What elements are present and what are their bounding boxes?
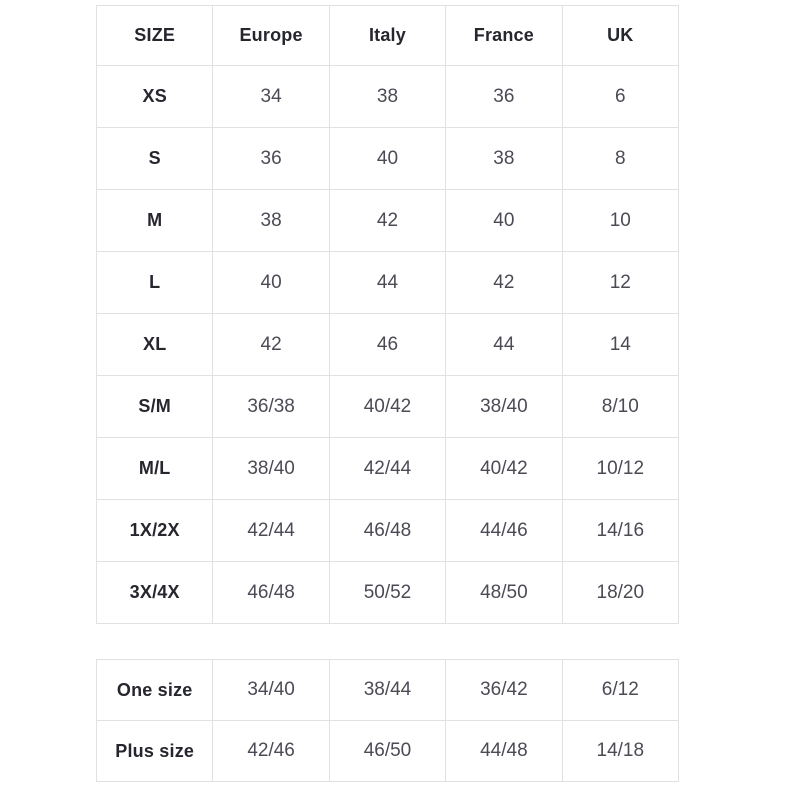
size-value: 38 <box>328 65 447 128</box>
column-header: Italy <box>328 5 447 66</box>
table-row: S 36 40 38 8 <box>95 127 680 190</box>
size-value: 34 <box>212 65 330 128</box>
size-value: 50/52 <box>328 561 447 624</box>
size-value: 8/10 <box>561 375 680 438</box>
table-row: 1X/2X 42/44 46/48 44/46 14/16 <box>95 499 680 562</box>
size-value: 48/50 <box>445 561 563 624</box>
size-value: 46 <box>328 313 447 376</box>
table-row: M/L 38/40 42/44 40/42 10/12 <box>95 437 680 500</box>
size-value: 18/20 <box>561 561 680 624</box>
table-row: XL 42 46 44 14 <box>95 313 680 376</box>
column-header: France <box>445 5 563 66</box>
size-value: 44/48 <box>445 720 563 782</box>
row-label: 1X/2X <box>95 499 214 562</box>
size-value: 44/46 <box>445 499 563 562</box>
size-value: 46/48 <box>212 561 330 624</box>
size-value: 36 <box>212 127 330 190</box>
column-header: Europe <box>212 5 330 66</box>
size-value: 40/42 <box>445 437 563 500</box>
size-value: 14 <box>561 313 680 376</box>
size-value: 40/42 <box>328 375 447 438</box>
column-header: UK <box>561 5 680 66</box>
size-value: 6/12 <box>561 659 680 721</box>
size-value: 42 <box>328 189 447 252</box>
header-row: SIZE Europe Italy France UK <box>95 5 680 66</box>
size-value: 40 <box>328 127 447 190</box>
size-value: 38/40 <box>212 437 330 500</box>
row-label: L <box>95 251 214 314</box>
size-value: 38 <box>445 127 563 190</box>
size-value: 42/46 <box>212 720 330 782</box>
size-value: 36 <box>445 65 563 128</box>
table-row: L 40 44 42 12 <box>95 251 680 314</box>
table-row: 3X/4X 46/48 50/52 48/50 18/20 <box>95 561 680 624</box>
size-value: 8 <box>561 127 680 190</box>
size-table-header: SIZE Europe Italy France UK <box>95 5 680 66</box>
size-value: 34/40 <box>212 659 330 721</box>
row-label: XS <box>95 65 214 128</box>
size-value: 38/44 <box>328 659 447 721</box>
row-label: S <box>95 127 214 190</box>
size-value: 6 <box>561 65 680 128</box>
size-value: 42/44 <box>328 437 447 500</box>
size-value: 14/16 <box>561 499 680 562</box>
row-label: M <box>95 189 214 252</box>
row-label: M/L <box>95 437 214 500</box>
size-value: 38/40 <box>445 375 563 438</box>
size-table-body: XS 34 38 36 6 S 36 40 38 8 M 38 42 40 10 L 40 44 42 12 XL 42 4… <box>95 65 680 624</box>
row-label: Plus size <box>95 720 214 782</box>
special-sizes-table: One size 34/40 38/44 36/42 6/12 Plus size 42/4… <box>95 659 680 782</box>
size-value: 12 <box>561 251 680 314</box>
size-value: 42 <box>445 251 563 314</box>
size-value: 40 <box>212 251 330 314</box>
row-label: XL <box>95 313 214 376</box>
row-label: One size <box>95 659 214 721</box>
special-sizes-body: One size 34/40 38/44 36/42 6/12 Plus size 42/4… <box>95 659 680 782</box>
size-value: 14/18 <box>561 720 680 782</box>
size-conversion-table: SIZE Europe Italy France UK XS 34 38 36 6 S 36 40 38… <box>95 5 680 624</box>
column-header: SIZE <box>95 5 214 66</box>
table-row: XS 34 38 36 6 <box>95 65 680 128</box>
size-value: 10 <box>561 189 680 252</box>
size-value: 42/44 <box>212 499 330 562</box>
table-row: M 38 42 40 10 <box>95 189 680 252</box>
size-value: 36/38 <box>212 375 330 438</box>
size-value: 36/42 <box>445 659 563 721</box>
size-value: 42 <box>212 313 330 376</box>
row-label: 3X/4X <box>95 561 214 624</box>
size-value: 46/48 <box>328 499 447 562</box>
size-chart-page: SIZE Europe Italy France UK XS 34 38 36 6 S 36 40 38… <box>95 5 680 782</box>
row-label: S/M <box>95 375 214 438</box>
size-value: 44 <box>328 251 447 314</box>
size-value: 40 <box>445 189 563 252</box>
size-value: 38 <box>212 189 330 252</box>
table-row: Plus size 42/46 46/50 44/48 14/18 <box>95 720 680 782</box>
table-row: S/M 36/38 40/42 38/40 8/10 <box>95 375 680 438</box>
table-row: One size 34/40 38/44 36/42 6/12 <box>95 659 680 721</box>
size-value: 10/12 <box>561 437 680 500</box>
size-value: 44 <box>445 313 563 376</box>
size-value: 46/50 <box>328 720 447 782</box>
